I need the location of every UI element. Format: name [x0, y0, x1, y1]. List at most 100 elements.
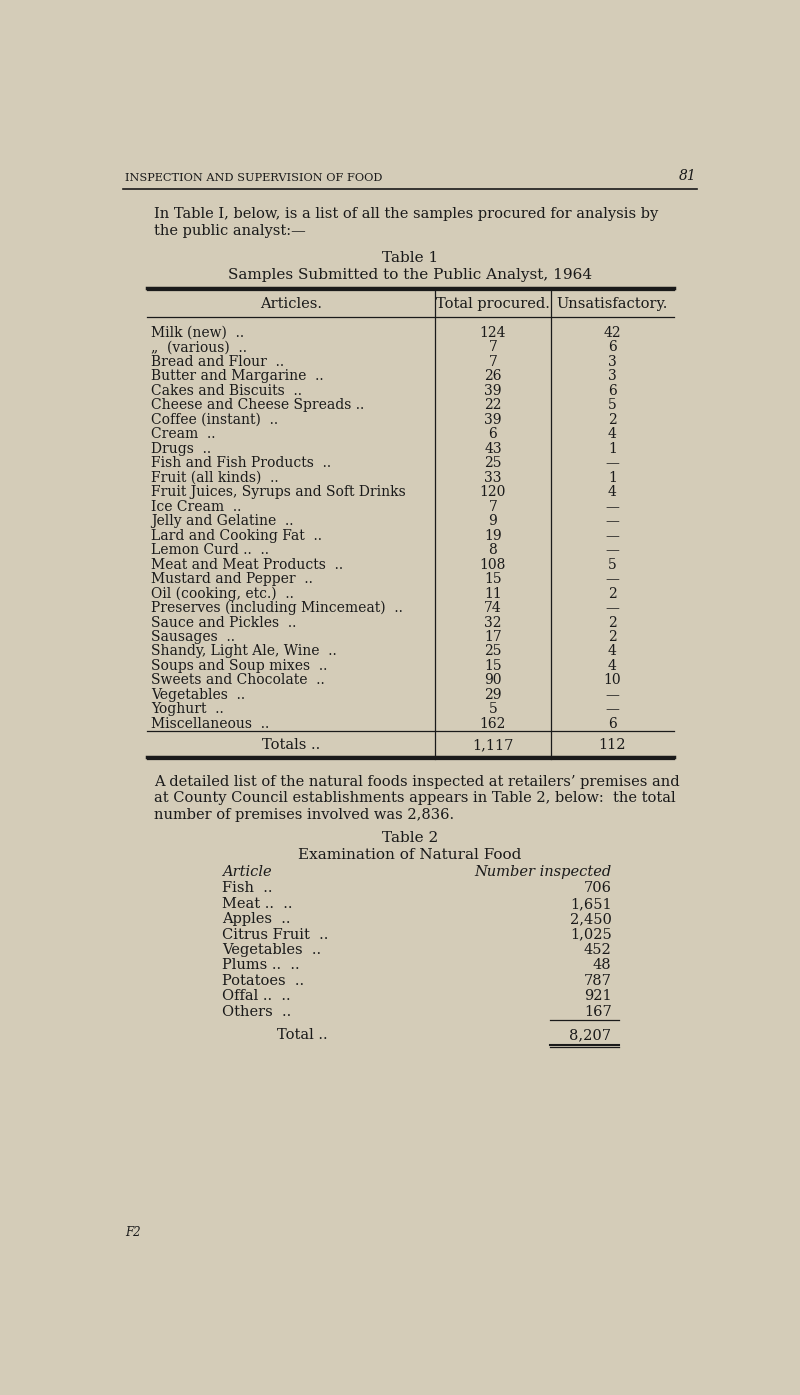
Text: 1,117: 1,117	[472, 738, 514, 752]
Text: 7: 7	[489, 354, 498, 368]
Text: Total ..: Total ..	[277, 1028, 327, 1042]
Text: 8,207: 8,207	[570, 1028, 611, 1042]
Text: Miscellaneous  ..: Miscellaneous ..	[151, 717, 270, 731]
Text: 4: 4	[608, 485, 617, 499]
Text: A detailed list of the natural foods inspected at retailers’ premises and: A detailed list of the natural foods ins…	[154, 776, 680, 790]
Text: 74: 74	[484, 601, 502, 615]
Text: 2: 2	[608, 586, 617, 601]
Text: 1,651: 1,651	[570, 897, 611, 911]
Text: F2: F2	[125, 1226, 141, 1239]
Text: Article: Article	[222, 865, 272, 879]
Text: Vegetables  ..: Vegetables ..	[222, 943, 322, 957]
Text: Sauce and Pickles  ..: Sauce and Pickles ..	[151, 615, 297, 629]
Text: —: —	[606, 688, 619, 702]
Text: Totals ..: Totals ..	[262, 738, 320, 752]
Text: 162: 162	[480, 717, 506, 731]
Text: 112: 112	[598, 738, 626, 752]
Text: 8: 8	[489, 543, 498, 557]
Text: Articles.: Articles.	[260, 297, 322, 311]
Text: 6: 6	[608, 340, 617, 354]
Text: 120: 120	[480, 485, 506, 499]
Text: Table 2: Table 2	[382, 830, 438, 845]
Text: Mustard and Pepper  ..: Mustard and Pepper ..	[151, 572, 313, 586]
Text: Soups and Soup mixes  ..: Soups and Soup mixes ..	[151, 658, 327, 672]
Text: Vegetables  ..: Vegetables ..	[151, 688, 246, 702]
Text: Shandy, Light Ale, Wine  ..: Shandy, Light Ale, Wine ..	[151, 644, 337, 658]
Text: 48: 48	[593, 958, 611, 972]
Text: 33: 33	[484, 470, 502, 485]
Text: Drugs  ..: Drugs ..	[151, 442, 211, 456]
Text: 42: 42	[603, 326, 621, 340]
Text: Coffee (instant)  ..: Coffee (instant) ..	[151, 413, 278, 427]
Text: 43: 43	[484, 442, 502, 456]
Text: 5: 5	[608, 558, 617, 572]
Text: Cheese and Cheese Spreads ..: Cheese and Cheese Spreads ..	[151, 399, 364, 413]
Text: 15: 15	[484, 572, 502, 586]
Text: 1,025: 1,025	[570, 928, 611, 942]
Text: Sweets and Chocolate  ..: Sweets and Chocolate ..	[151, 674, 325, 688]
Text: Sausages  ..: Sausages ..	[151, 631, 235, 644]
Text: Unsatisfactory.: Unsatisfactory.	[557, 297, 668, 311]
Text: Bread and Flour  ..: Bread and Flour ..	[151, 354, 284, 368]
Text: —: —	[606, 456, 619, 470]
Text: 6: 6	[608, 384, 617, 398]
Text: Apples  ..: Apples ..	[222, 912, 291, 926]
Text: Number inspected: Number inspected	[474, 865, 611, 879]
Text: „  (various)  ..: „ (various) ..	[151, 340, 247, 354]
Text: 25: 25	[484, 644, 502, 658]
Text: Fish  ..: Fish ..	[222, 882, 273, 896]
Text: 9: 9	[489, 515, 498, 529]
Text: —: —	[606, 543, 619, 557]
Text: 787: 787	[584, 974, 611, 988]
Text: 25: 25	[484, 456, 502, 470]
Text: —: —	[606, 499, 619, 513]
Text: 1: 1	[608, 470, 617, 485]
Text: 706: 706	[583, 882, 611, 896]
Text: 15: 15	[484, 658, 502, 672]
Text: Lemon Curd ..  ..: Lemon Curd .. ..	[151, 543, 269, 557]
Text: 7: 7	[489, 499, 498, 513]
Text: 2: 2	[608, 631, 617, 644]
Text: —: —	[606, 529, 619, 543]
Text: Potatoes  ..: Potatoes ..	[222, 974, 305, 988]
Text: 10: 10	[603, 674, 621, 688]
Text: —: —	[606, 572, 619, 586]
Text: 5: 5	[489, 703, 498, 717]
Text: 921: 921	[584, 989, 611, 1003]
Text: Oil (cooking, etc.)  ..: Oil (cooking, etc.) ..	[151, 586, 294, 601]
Text: 4: 4	[608, 658, 617, 672]
Text: Plums ..  ..: Plums .. ..	[222, 958, 300, 972]
Text: Butter and Margarine  ..: Butter and Margarine ..	[151, 370, 324, 384]
Text: 11: 11	[484, 586, 502, 601]
Text: 29: 29	[484, 688, 502, 702]
Text: 2: 2	[608, 615, 617, 629]
Text: Lard and Cooking Fat  ..: Lard and Cooking Fat ..	[151, 529, 322, 543]
Text: Yoghurt  ..: Yoghurt ..	[151, 703, 224, 717]
Text: Fruit (all kinds)  ..: Fruit (all kinds) ..	[151, 470, 278, 485]
Text: 108: 108	[480, 558, 506, 572]
Text: Milk (new)  ..: Milk (new) ..	[151, 326, 244, 340]
Text: Citrus Fruit  ..: Citrus Fruit ..	[222, 928, 329, 942]
Text: 4: 4	[608, 427, 617, 441]
Text: Ice Cream  ..: Ice Cream ..	[151, 499, 242, 513]
Text: Examination of Natural Food: Examination of Natural Food	[298, 848, 522, 862]
Text: Others  ..: Others ..	[222, 1004, 292, 1018]
Text: 3: 3	[608, 370, 617, 384]
Text: 39: 39	[484, 413, 502, 427]
Text: Cakes and Biscuits  ..: Cakes and Biscuits ..	[151, 384, 302, 398]
Text: —: —	[606, 515, 619, 529]
Text: In Table I, below, is a list of all the samples procured for analysis by: In Table I, below, is a list of all the …	[154, 208, 658, 222]
Text: 81: 81	[679, 169, 697, 183]
Text: 452: 452	[584, 943, 611, 957]
Text: Meat ..  ..: Meat .. ..	[222, 897, 293, 911]
Text: 26: 26	[484, 370, 502, 384]
Text: Fish and Fish Products  ..: Fish and Fish Products ..	[151, 456, 331, 470]
Text: 22: 22	[484, 399, 502, 413]
Text: —: —	[606, 703, 619, 717]
Text: 19: 19	[484, 529, 502, 543]
Text: 1: 1	[608, 442, 617, 456]
Text: 6: 6	[608, 717, 617, 731]
Text: 17: 17	[484, 631, 502, 644]
Text: Fruit Juices, Syrups and Soft Drinks: Fruit Juices, Syrups and Soft Drinks	[151, 485, 406, 499]
Text: Meat and Meat Products  ..: Meat and Meat Products ..	[151, 558, 343, 572]
